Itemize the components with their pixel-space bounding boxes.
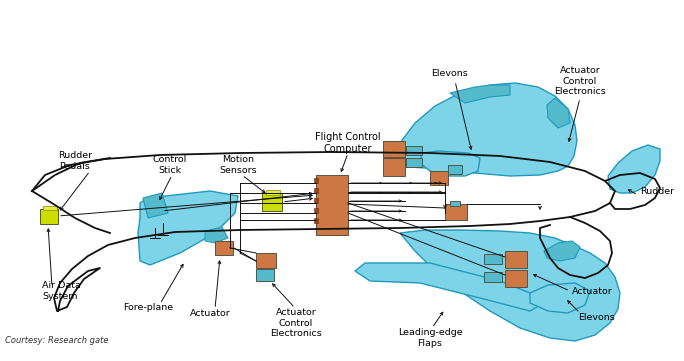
- Text: Elevons: Elevons: [432, 69, 469, 78]
- Text: Leading-edge
Flaps: Leading-edge Flaps: [397, 328, 462, 348]
- Polygon shape: [143, 193, 168, 218]
- Bar: [505, 251, 527, 268]
- Bar: [256, 253, 276, 268]
- Bar: [256, 269, 274, 281]
- Bar: [262, 193, 282, 211]
- Text: Air Data
System: Air Data System: [42, 281, 81, 301]
- Polygon shape: [450, 85, 510, 103]
- Text: Elevons: Elevons: [578, 313, 615, 322]
- Bar: [314, 218, 318, 223]
- Text: Actuator: Actuator: [572, 287, 613, 296]
- Bar: [314, 198, 318, 203]
- Bar: [316, 175, 348, 235]
- Text: Actuator: Actuator: [189, 309, 231, 318]
- Polygon shape: [420, 151, 480, 176]
- Bar: [43, 206, 57, 210]
- Polygon shape: [530, 283, 590, 313]
- Text: Control
Stick: Control Stick: [153, 155, 187, 175]
- Bar: [445, 204, 467, 220]
- Bar: [314, 208, 318, 213]
- Text: Actuator
Control
Electronics: Actuator Control Electronics: [270, 308, 322, 338]
- Bar: [484, 254, 502, 264]
- Polygon shape: [544, 241, 580, 261]
- Polygon shape: [138, 191, 238, 265]
- Bar: [266, 190, 280, 195]
- Text: Courtesy: Research gate: Courtesy: Research gate: [5, 336, 109, 345]
- Bar: [430, 171, 448, 185]
- Bar: [450, 201, 460, 206]
- Polygon shape: [400, 230, 620, 341]
- Text: Fore-plane: Fore-plane: [123, 304, 173, 313]
- Text: Rudder: Rudder: [640, 187, 674, 196]
- Bar: [406, 158, 422, 167]
- Polygon shape: [547, 98, 570, 128]
- Text: Actuator
Control
Electronics: Actuator Control Electronics: [554, 66, 606, 96]
- Polygon shape: [385, 83, 577, 176]
- Bar: [406, 146, 422, 155]
- Text: Rudder
Pedals: Rudder Pedals: [58, 151, 92, 171]
- Bar: [484, 272, 502, 282]
- Polygon shape: [355, 263, 540, 311]
- Text: Motion
Sensors: Motion Sensors: [219, 155, 256, 175]
- Bar: [314, 178, 318, 183]
- Bar: [383, 141, 405, 157]
- Bar: [314, 188, 318, 193]
- Bar: [448, 165, 462, 174]
- Text: Flight Control
Computer: Flight Control Computer: [315, 132, 381, 154]
- Bar: [40, 209, 58, 224]
- Bar: [505, 270, 527, 287]
- Bar: [383, 158, 405, 176]
- Polygon shape: [608, 145, 660, 193]
- Bar: [215, 241, 233, 255]
- Polygon shape: [205, 227, 228, 243]
